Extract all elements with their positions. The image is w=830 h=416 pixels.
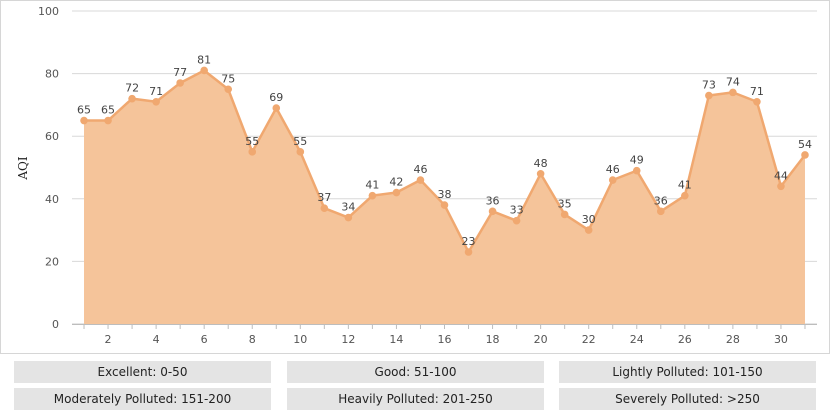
data-point bbox=[512, 216, 521, 225]
y-tick-label: 0 bbox=[52, 318, 59, 331]
data-label: 55 bbox=[245, 135, 259, 148]
legend-moderately-polluted: Moderately Polluted: 151-200 bbox=[14, 388, 271, 410]
data-label: 37 bbox=[317, 191, 331, 204]
y-tick-label: 20 bbox=[45, 255, 59, 268]
x-tick-label: 2 bbox=[105, 333, 112, 346]
y-axis: 0 20 40 60 80 100 bbox=[38, 5, 59, 331]
chart-frame: 2 4 6 8 10 12 14 16 18 20 22 24 26 28 30 0 20 40 60 80 100 … bbox=[0, 0, 830, 354]
data-label: 23 bbox=[462, 235, 476, 248]
data-label: 65 bbox=[101, 104, 115, 117]
data-label: 75 bbox=[221, 72, 235, 85]
legend-lightly-polluted: Lightly Polluted: 101-150 bbox=[559, 361, 816, 383]
data-point bbox=[488, 207, 497, 216]
data-point bbox=[656, 207, 665, 216]
y-axis-label: AQI bbox=[16, 156, 30, 181]
data-label: 33 bbox=[510, 204, 524, 217]
data-point bbox=[248, 148, 257, 156]
x-tick-label: 12 bbox=[341, 333, 355, 346]
data-label: 71 bbox=[149, 85, 163, 98]
data-point bbox=[176, 79, 184, 87]
data-label: 72 bbox=[125, 82, 139, 95]
data-label: 74 bbox=[726, 75, 740, 88]
data-point bbox=[320, 204, 329, 212]
x-tick-label: 14 bbox=[389, 333, 403, 346]
data-label: 44 bbox=[774, 169, 788, 182]
legend-good: Good: 51-100 bbox=[287, 361, 544, 383]
data-point bbox=[584, 226, 593, 234]
data-label: 49 bbox=[630, 154, 644, 167]
data-label: 46 bbox=[606, 163, 620, 176]
y-tick-label: 60 bbox=[45, 130, 59, 143]
x-tick-label: 4 bbox=[153, 333, 160, 346]
x-axis: 2 4 6 8 10 12 14 16 18 20 22 24 26 28 30 bbox=[72, 324, 817, 346]
x-tick-label: 28 bbox=[726, 333, 740, 346]
data-label: 35 bbox=[558, 197, 572, 210]
data-points bbox=[80, 66, 809, 256]
legend-excellent: Excellent: 0-50 bbox=[14, 361, 271, 383]
data-point bbox=[416, 176, 425, 184]
x-tick-label: 22 bbox=[582, 333, 596, 346]
data-point bbox=[368, 191, 377, 200]
x-tick-label: 10 bbox=[293, 333, 307, 346]
data-label: 73 bbox=[702, 79, 716, 92]
x-tick-label: 20 bbox=[534, 333, 548, 346]
data-point bbox=[536, 169, 545, 178]
legend-severely-polluted: Severely Polluted: >250 bbox=[559, 388, 816, 410]
data-label: 71 bbox=[750, 85, 764, 98]
data-point bbox=[152, 97, 160, 106]
data-point bbox=[560, 210, 569, 219]
data-point bbox=[392, 188, 401, 197]
y-tick-label: 80 bbox=[45, 68, 59, 81]
data-label: 36 bbox=[486, 194, 500, 207]
data-point bbox=[344, 213, 353, 222]
data-point bbox=[128, 94, 136, 103]
data-point bbox=[632, 166, 641, 175]
data-point bbox=[729, 88, 737, 97]
data-point bbox=[464, 248, 473, 256]
data-point bbox=[440, 201, 449, 209]
data-label: 77 bbox=[173, 66, 187, 79]
data-label: 81 bbox=[197, 53, 211, 66]
y-tick-label: 40 bbox=[45, 193, 59, 206]
data-point bbox=[224, 85, 233, 94]
data-label: 46 bbox=[413, 163, 427, 176]
x-tick-label: 26 bbox=[678, 333, 692, 346]
x-tick-label: 30 bbox=[774, 333, 788, 346]
data-label: 36 bbox=[654, 194, 668, 207]
data-label: 41 bbox=[365, 179, 379, 192]
x-tick-label: 24 bbox=[630, 333, 644, 346]
data-point bbox=[777, 182, 785, 191]
data-labels: 65 65 72 71 77 81 75 55 69 55 37 34 41 42 46 38 23 36 33 48… bbox=[77, 53, 812, 248]
data-point bbox=[296, 148, 305, 156]
data-point bbox=[681, 191, 689, 200]
data-label: 48 bbox=[534, 157, 548, 170]
data-label: 41 bbox=[678, 179, 692, 192]
data-point bbox=[608, 176, 617, 184]
x-tick-label: 18 bbox=[486, 333, 500, 346]
data-point bbox=[104, 116, 112, 125]
data-label: 54 bbox=[798, 138, 812, 151]
data-point bbox=[705, 91, 713, 100]
data-label: 34 bbox=[341, 201, 355, 214]
data-point bbox=[80, 116, 88, 125]
aqi-area-chart: 2 4 6 8 10 12 14 16 18 20 22 24 26 28 30 020406080100 … bbox=[16, 5, 817, 346]
legend-heavily-polluted: Heavily Polluted: 201-250 bbox=[287, 388, 544, 410]
data-point bbox=[801, 151, 809, 159]
data-label: 42 bbox=[389, 176, 403, 189]
area-series bbox=[84, 70, 805, 324]
x-tick-label: 6 bbox=[201, 333, 208, 346]
y-tick-label: 100 bbox=[38, 5, 59, 18]
data-label: 30 bbox=[582, 213, 596, 226]
data-point bbox=[200, 66, 208, 75]
x-tick-label: 8 bbox=[249, 333, 256, 346]
data-label: 65 bbox=[77, 104, 91, 117]
data-point bbox=[753, 97, 761, 106]
data-label: 38 bbox=[438, 188, 452, 201]
data-label: 69 bbox=[269, 91, 283, 104]
data-point bbox=[272, 104, 281, 112]
x-tick-label: 16 bbox=[438, 333, 452, 346]
data-label: 55 bbox=[293, 135, 307, 148]
